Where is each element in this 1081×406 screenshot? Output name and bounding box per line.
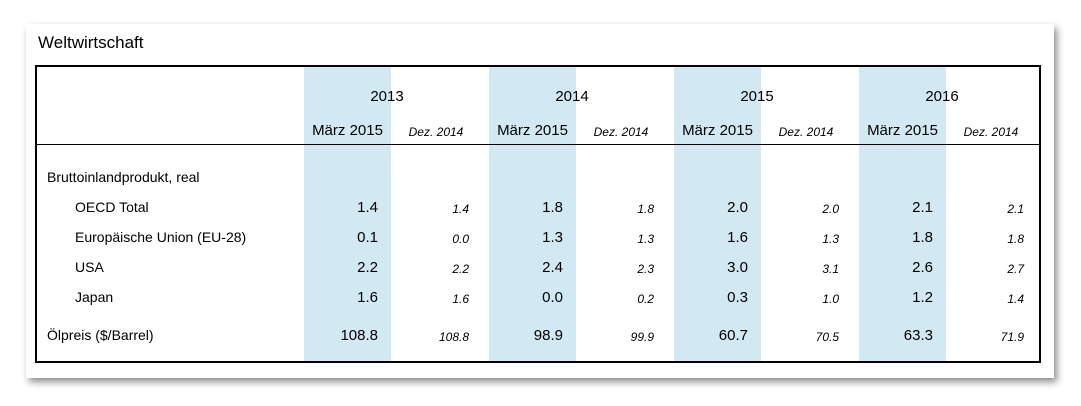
value-dec: 71.9 [1000, 330, 1024, 344]
forecast-dec-header: Dez. 2014 [593, 125, 649, 139]
forecast-dec-header: Dez. 2014 [408, 125, 464, 139]
table-card: Weltwirtschaft Bruttoinlandprodukt, real… [26, 24, 1054, 378]
row-label: Europäische Union (EU-28) [75, 229, 247, 245]
value-march: 2.0 [727, 199, 748, 216]
value-march: 63.3 [903, 327, 933, 344]
value-dec: 108.8 [438, 330, 469, 344]
value-march: 0.3 [727, 289, 748, 306]
value-march: 2.4 [542, 259, 563, 276]
value-dec: 1.0 [822, 292, 839, 306]
row-label: Japan [75, 289, 114, 305]
value-march: 1.8 [912, 229, 933, 246]
forecast-march-header: März 2015 [682, 122, 753, 139]
value-march: 1.8 [542, 199, 563, 216]
forecast-march-header: März 2015 [867, 122, 938, 139]
value-march: 2.6 [912, 259, 933, 276]
row-label: USA [75, 259, 104, 275]
forecast-dec-header: Dez. 2014 [963, 125, 1019, 139]
value-march: 98.9 [533, 327, 563, 344]
value-march: 60.7 [718, 327, 748, 344]
forecast-march-header: März 2015 [312, 122, 383, 139]
highlight-column-band [489, 67, 576, 361]
value-march: 1.3 [542, 229, 563, 246]
value-march: 1.2 [912, 289, 933, 306]
value-march: 1.6 [727, 229, 748, 246]
value-dec: 1.4 [1007, 292, 1024, 306]
year-header: 2015 [740, 88, 774, 105]
table-title: Weltwirtschaft [38, 33, 144, 52]
value-dec: 2.3 [637, 262, 654, 276]
value-march: 108.8 [340, 327, 378, 344]
value-march: 2.2 [357, 259, 378, 276]
value-dec: 0.2 [637, 292, 654, 306]
value-dec: 1.3 [637, 232, 654, 246]
forecast-march-header: März 2015 [497, 122, 568, 139]
value-dec: 70.5 [815, 330, 839, 344]
value-dec: 0.0 [452, 232, 469, 246]
value-march: 1.6 [357, 289, 378, 306]
year-header: 2014 [555, 88, 589, 105]
year-header: 2013 [370, 88, 404, 105]
value-march: 0.0 [542, 289, 563, 306]
value-dec: 1.4 [452, 202, 469, 216]
highlight-column-band [304, 67, 391, 361]
value-dec: 1.8 [1007, 232, 1024, 246]
highlight-column-band [674, 67, 761, 361]
value-march: 2.1 [912, 199, 933, 216]
section-label: Bruttoinlandprodukt, real [47, 169, 200, 185]
value-march: 1.4 [357, 199, 378, 216]
value-dec: 2.7 [1007, 262, 1024, 276]
value-march: 3.0 [727, 259, 748, 276]
value-dec: 1.3 [822, 232, 839, 246]
header-divider [37, 144, 1039, 145]
forecast-dec-header: Dez. 2014 [778, 125, 834, 139]
data-table: Bruttoinlandprodukt, real 2013 März 2015 D… [35, 65, 1041, 363]
row-label: OECD Total [75, 199, 149, 215]
value-dec: 3.1 [822, 262, 839, 276]
value-dec: 1.6 [452, 292, 469, 306]
value-dec: 1.8 [637, 202, 654, 216]
row-label: Ölpreis ($/Barrel) [47, 327, 154, 343]
year-header: 2016 [925, 88, 959, 105]
value-march: 0.1 [357, 229, 378, 246]
value-dec: 2.1 [1007, 202, 1024, 216]
highlight-column-band [859, 67, 946, 361]
value-dec: 2.0 [822, 202, 839, 216]
value-dec: 99.9 [630, 330, 654, 344]
value-dec: 2.2 [452, 262, 469, 276]
